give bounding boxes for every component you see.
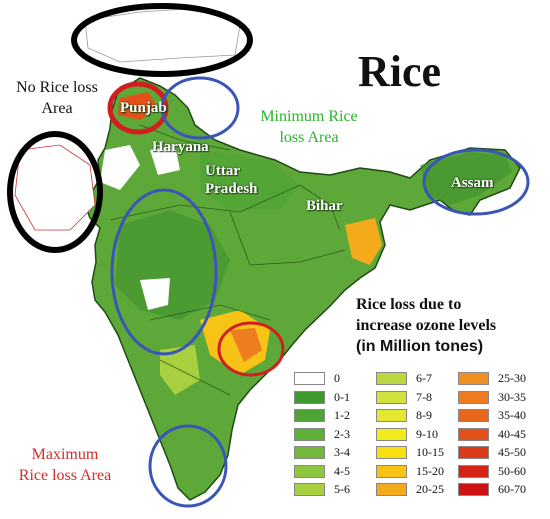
legend-label: 40-45 [498, 426, 526, 441]
no-loss-patch-4 [205, 92, 240, 118]
maximum-loss-annotation: Maximum Rice loss Area [18, 446, 112, 484]
legend-label: 60-70 [498, 482, 526, 496]
legend-label: 15-20 [416, 463, 444, 478]
legend-item: 7-8 [376, 389, 432, 406]
legend-label: 8-9 [416, 408, 432, 422]
legend-swatch [376, 372, 407, 385]
legend-item: 15-20 [376, 463, 444, 480]
legend-label: 35-40 [498, 408, 526, 422]
legend-item: 25-30 [458, 370, 526, 387]
legend-item: 8-9 [376, 407, 432, 424]
legend-swatch [294, 427, 325, 441]
legend-label: 6-7 [416, 371, 432, 385]
legend-item: 20-25 [376, 481, 444, 498]
legend-item: 1-2 [294, 407, 350, 424]
state-boundaries [109, 124, 346, 396]
legend-item: 45-50 [458, 444, 526, 461]
legend-swatch [294, 446, 325, 459]
no-loss-circle-west [7, 131, 103, 253]
legend-label: 0 [334, 371, 340, 385]
legend-item: 10-15 [376, 444, 444, 461]
legend-label: 0-1 [334, 389, 350, 404]
assam-region [420, 152, 512, 205]
legend-item: 0-1 [294, 389, 350, 406]
legend-item: 0 [294, 370, 340, 387]
minimum-loss-circle-central [110, 188, 218, 356]
up-region [200, 150, 300, 210]
legend-label: 3-4 [334, 445, 350, 459]
legend-label: 5-6 [334, 482, 350, 496]
legend-swatch [376, 483, 407, 496]
legend-label: 2-3 [334, 426, 350, 441]
no-loss-patch-1 [100, 145, 140, 190]
legend-label: 25-30 [498, 371, 526, 385]
legend-swatch [376, 409, 407, 422]
legend: 0 0-1 1-2 2-3 3-4 4-5 5-6 6-7 7-8 8-9 9-10 10-15 15-… [294, 370, 544, 500]
label-punjab: Punjab [120, 100, 167, 116]
legend-swatch [376, 464, 407, 478]
legend-item: 9-10 [376, 426, 438, 443]
legend-label: 20-25 [416, 482, 444, 496]
high-loss-coastal [200, 310, 270, 375]
india-landmass [84, 77, 521, 501]
legend-title-text: Rice loss due to increase ozone levels [356, 296, 497, 334]
legend-label: 4-5 [334, 463, 350, 478]
no-loss-annotation: No Rice loss Area [16, 79, 98, 117]
minimum-loss-circle-north [160, 76, 240, 140]
label-assam: Assam [451, 175, 494, 191]
north-region [84, 7, 241, 63]
maximum-loss-circle [217, 321, 285, 377]
legend-swatch [458, 390, 489, 404]
minimum-loss-annotation: Minimum Rice loss Area [260, 108, 358, 146]
legend-swatch [376, 390, 407, 404]
legend-swatch [458, 483, 489, 496]
legend-label: 50-60 [498, 463, 526, 478]
legend-label: 7-8 [416, 389, 432, 404]
label-uttar-pradesh: Uttar Pradesh [205, 163, 258, 197]
high-loss-east [345, 218, 382, 265]
legend-swatch [294, 409, 325, 422]
punjab-circle [107, 81, 169, 135]
label-bihar: Bihar [306, 198, 343, 214]
high-loss-punjab [118, 92, 158, 120]
legend-swatch [458, 427, 489, 441]
legend-label: 9-10 [416, 426, 438, 441]
legend-label: 45-50 [498, 445, 526, 459]
west-region [14, 144, 96, 231]
legend-label: 1-2 [334, 408, 350, 422]
legend-swatch [376, 427, 407, 441]
label-haryana: Haryana [152, 139, 209, 155]
legend-swatch [294, 390, 325, 404]
legend-label: 10-15 [416, 445, 444, 459]
legend-item: 4-5 [294, 463, 350, 480]
legend-item: 50-60 [458, 463, 526, 480]
no-loss-patch-3 [140, 278, 170, 310]
legend-swatch [458, 372, 489, 385]
legend-item: 2-3 [294, 426, 350, 443]
no-loss-patch-2 [150, 145, 180, 175]
legend-swatch [294, 464, 325, 478]
legend-item: 30-35 [458, 389, 526, 406]
no-loss-circle-north [71, 3, 253, 77]
legend-title: Rice loss due to increase ozone levels (… [356, 294, 546, 357]
legend-swatch [458, 409, 489, 422]
legend-swatch [294, 483, 325, 496]
legend-item: 3-4 [294, 444, 350, 461]
high-loss-coastal-core [230, 328, 262, 362]
legend-label: 30-35 [498, 389, 526, 404]
legend-item: 40-45 [458, 426, 526, 443]
legend-swatch [294, 372, 325, 385]
legend-swatch [458, 446, 489, 459]
legend-swatch [376, 446, 407, 459]
legend-item: 60-70 [458, 481, 526, 498]
legend-item: 6-7 [376, 370, 432, 387]
minimum-loss-circle-assam [422, 148, 530, 216]
minimum-loss-circle-south [148, 424, 228, 508]
legend-item: 5-6 [294, 481, 350, 498]
legend-unit: (in Million tones) [356, 338, 484, 355]
legend-item: 35-40 [458, 407, 526, 424]
map-title: Rice [358, 47, 442, 96]
legend-swatch [458, 464, 489, 478]
